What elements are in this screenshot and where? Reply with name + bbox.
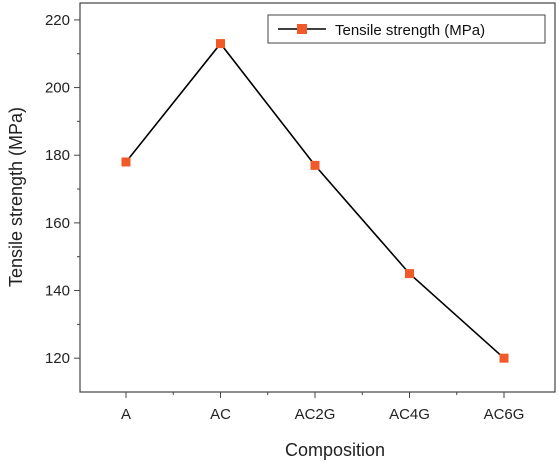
data-point [310,160,320,170]
y-axis-title: Tensile strength (MPa) [6,107,26,287]
series-line [125,42,505,359]
x-tick-label: AC4G [389,406,430,423]
y-tick-label: 180 [45,147,70,164]
y-tick-label: 220 [45,12,70,29]
y-tick-label: 120 [45,350,70,367]
data-point [121,157,131,167]
legend: Tensile strength (MPa) [267,14,546,44]
y-tick-label: 160 [45,215,70,232]
x-tick-label: AC6G [484,406,525,423]
x-tick-label: AC2G [295,406,336,423]
y-tick-label: 200 [45,80,70,97]
x-tick-label: AC [210,406,231,423]
data-point [405,269,414,279]
legend-marker-sample [297,24,307,34]
y-axis: 120 140 160 180 200 220 [45,12,80,367]
legend-label: Tensile strength (MPa) [335,22,485,39]
plot-frame [79,2,556,393]
y-tick-label: 140 [45,283,70,300]
data-point [499,353,509,363]
x-axis-title: Composition [285,440,385,460]
x-axis: A AC AC2G AC4G AC6G [121,392,524,423]
x-tick-label: A [121,406,131,423]
series-markers [121,39,509,363]
data-point [216,39,225,49]
